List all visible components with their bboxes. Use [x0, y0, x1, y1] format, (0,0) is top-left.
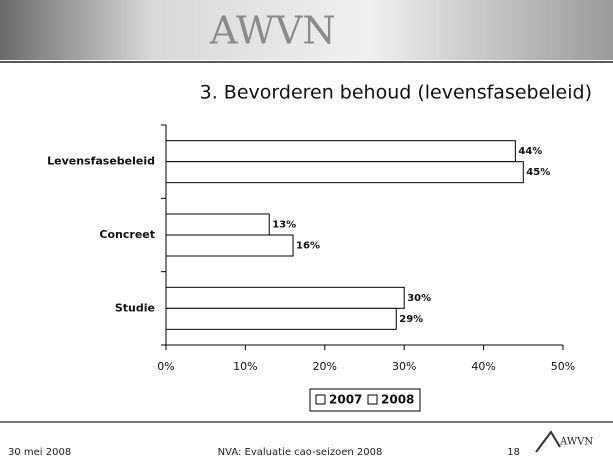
footer-logo: AWVN: [559, 437, 593, 448]
legend-swatch: [316, 395, 325, 404]
bar: [166, 214, 269, 235]
legend-label: 2007: [329, 393, 362, 407]
x-tick-label: 30%: [392, 360, 416, 373]
bar: [166, 308, 396, 329]
x-tick-label: 20%: [313, 360, 337, 373]
value-label: 30%: [407, 293, 431, 304]
value-label: 44%: [518, 146, 542, 157]
x-tick-label: 10%: [233, 360, 257, 373]
footer-title: NVA: Evaluatie cao-seizoen 2008: [218, 447, 383, 458]
category-label: Studie: [115, 301, 155, 314]
bar: [166, 287, 404, 308]
page-number: 18: [507, 447, 520, 458]
x-tick-label: 50%: [551, 360, 575, 373]
footer-logo-mark: [536, 432, 560, 452]
value-label: 29%: [399, 314, 423, 325]
bar: [166, 141, 515, 162]
value-label: 45%: [526, 167, 550, 178]
value-label: 16%: [296, 241, 320, 252]
chart: 0% 10% 20% 30% 40% 50% Levensfasebeleid 44% 45% C…: [47, 125, 575, 411]
bar: [166, 162, 523, 183]
chart-title: 3. Bevorderen behoud (levensfasebeleid): [200, 82, 592, 104]
header-logo: AWVN: [209, 9, 336, 53]
legend-label: 2008: [381, 393, 414, 407]
legend: 2007 2008: [310, 389, 420, 411]
bar: [166, 235, 293, 256]
category-label: Concreet: [99, 228, 155, 241]
category-label: Levensfasebeleid: [47, 155, 155, 168]
slide: AWVN 3. Bevorderen behoud (levensfasebel…: [0, 0, 613, 461]
value-label: 13%: [272, 220, 296, 231]
x-tick-label: 0%: [157, 360, 174, 373]
legend-swatch: [368, 395, 377, 404]
footer-date: 30 mei 2008: [8, 447, 71, 458]
x-tick-label: 40%: [471, 360, 495, 373]
